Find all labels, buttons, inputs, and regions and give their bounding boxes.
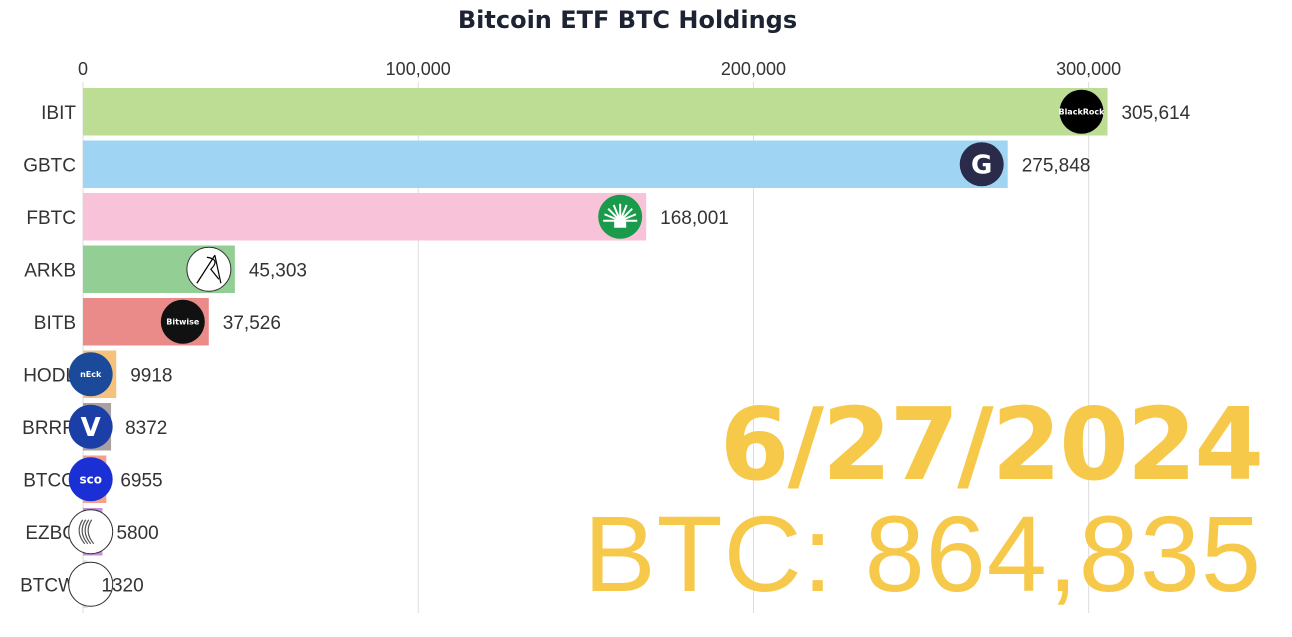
x-tick-label: 100,000 [386, 59, 451, 79]
franklin-logo [68, 509, 114, 555]
value-label: 37,526 [223, 313, 281, 334]
category-label: BTCO [23, 470, 76, 491]
btc-total-overlay: BTC: 864,835 [583, 493, 1262, 614]
value-label: 9918 [130, 365, 172, 386]
bar-gbtc [83, 140, 1008, 188]
category-label: GBTC [23, 155, 76, 176]
invesco-logo: sco [68, 457, 113, 502]
grayscale-logo: G [959, 142, 1004, 187]
category-label: BITB [34, 313, 76, 334]
svg-text:nEck: nEck [80, 370, 102, 379]
value-label: 45,303 [249, 260, 307, 281]
value-label: 305,614 [1121, 103, 1190, 124]
svg-text:Bitwise: Bitwise [166, 318, 200, 327]
value-label: 168,001 [660, 208, 729, 229]
fidelity-logo [598, 194, 643, 239]
vaneck-logo: nEck [68, 352, 113, 397]
category-label: ARKB [24, 260, 76, 281]
date-overlay: 6/27/2024 [719, 386, 1264, 503]
x-tick-label: 200,000 [721, 59, 786, 79]
value-label: 5800 [116, 523, 158, 544]
x-tick-label: 300,000 [1056, 59, 1121, 79]
svg-text:V: V [81, 413, 101, 443]
category-label: EZBC [25, 523, 76, 544]
bars: IBIT BlackRock 305,614 GBTC G 275,848 FBTC 168,… [20, 88, 1191, 608]
bitwise-logo: Bitwise [160, 299, 205, 344]
category-label: BTCW [20, 575, 76, 596]
category-label: IBIT [41, 103, 76, 124]
svg-text:sco: sco [79, 472, 102, 486]
value-label: 8372 [125, 418, 167, 439]
value-label: 275,848 [1022, 155, 1091, 176]
svg-text:G: G [971, 150, 992, 180]
wisdomtree-logo [68, 561, 114, 607]
bar-ibit [83, 88, 1108, 136]
value-label: 6955 [120, 470, 162, 491]
ark-logo [186, 246, 232, 292]
x-axis: 0 100,000 200,000 300,000 [78, 59, 1121, 79]
x-tick-label: 0 [78, 59, 88, 79]
category-label: FBTC [26, 208, 76, 229]
svg-text:BlackRock: BlackRock [1058, 108, 1105, 117]
value-label: 1320 [101, 575, 143, 596]
blackrock-logo: BlackRock [1058, 89, 1105, 134]
category-label: HODL [23, 365, 76, 386]
valkyrie-logo: V [68, 404, 113, 449]
category-label: BRRR [22, 418, 76, 439]
chart-title: Bitcoin ETF BTC Holdings [457, 6, 798, 34]
bar-fbtc [83, 193, 647, 241]
